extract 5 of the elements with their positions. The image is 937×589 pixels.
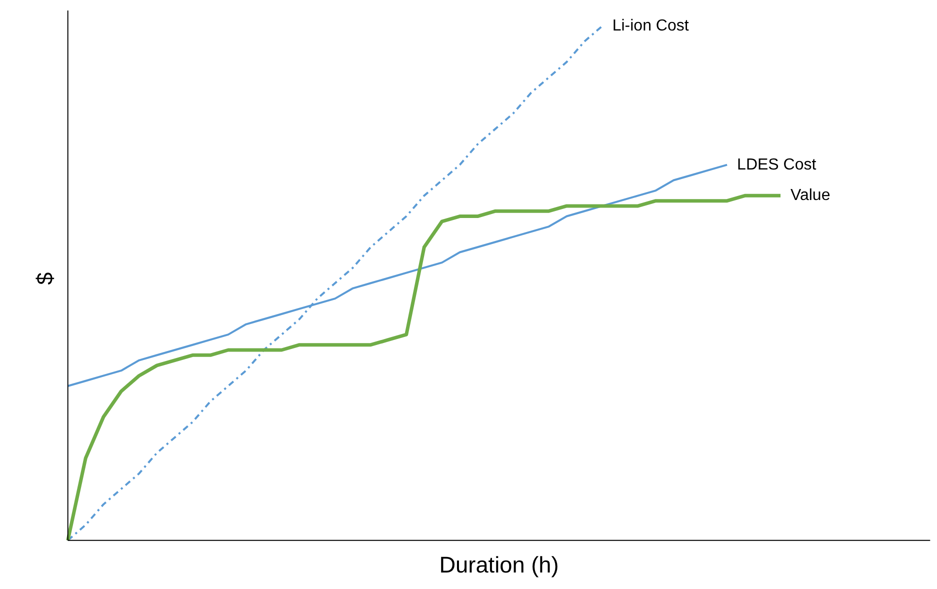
- x-axis-title: Duration (h): [439, 552, 559, 578]
- series-label: Li-ion Cost: [612, 17, 690, 34]
- y-axis-title: $: [32, 272, 58, 285]
- series-label: LDES Cost: [737, 156, 817, 174]
- series-label: Value: [790, 187, 830, 204]
